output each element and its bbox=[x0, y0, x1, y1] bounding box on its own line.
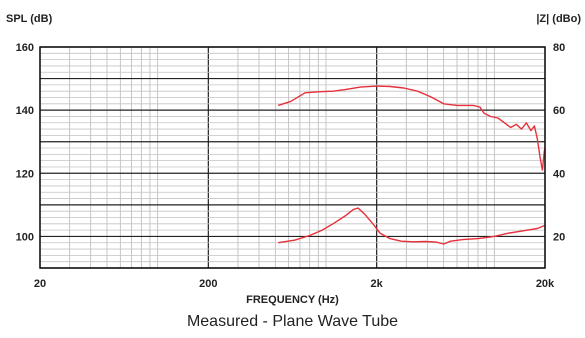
x-tick-label: 200 bbox=[199, 278, 217, 290]
series-line-2 bbox=[278, 207, 546, 245]
y-tick-label-right: 20 bbox=[553, 231, 565, 243]
y-tick-label-right: 80 bbox=[553, 42, 565, 54]
tick-labels: 20 200 2k 20k 160 140 120 100 80 60 40 20 bbox=[16, 42, 566, 290]
x-tick-label: 20 bbox=[34, 278, 46, 290]
y-tick-label-right: 60 bbox=[553, 105, 565, 117]
chart-caption: Measured - Plane Wave Tube bbox=[186, 313, 399, 330]
x-tick-label: 20k bbox=[536, 278, 555, 290]
plot-frame bbox=[39, 46, 546, 269]
x-axis-label: FREQUENCY (Hz) bbox=[246, 294, 339, 306]
x-tick-label: 2k bbox=[371, 278, 384, 290]
y-tick-label-left: 140 bbox=[16, 105, 34, 117]
y-tick-label-left: 120 bbox=[16, 168, 34, 180]
y-axis-label-right: |Z| (dBo) bbox=[536, 13, 581, 25]
y-axis-label-left: SPL (dB) bbox=[6, 13, 53, 25]
grid-lines bbox=[39, 46, 546, 269]
series-line-1 bbox=[277, 85, 546, 171]
series-layer bbox=[277, 85, 546, 245]
y-tick-label-left: 100 bbox=[16, 231, 34, 243]
y-tick-label-right: 40 bbox=[553, 168, 565, 180]
y-tick-label-left: 160 bbox=[16, 42, 34, 54]
